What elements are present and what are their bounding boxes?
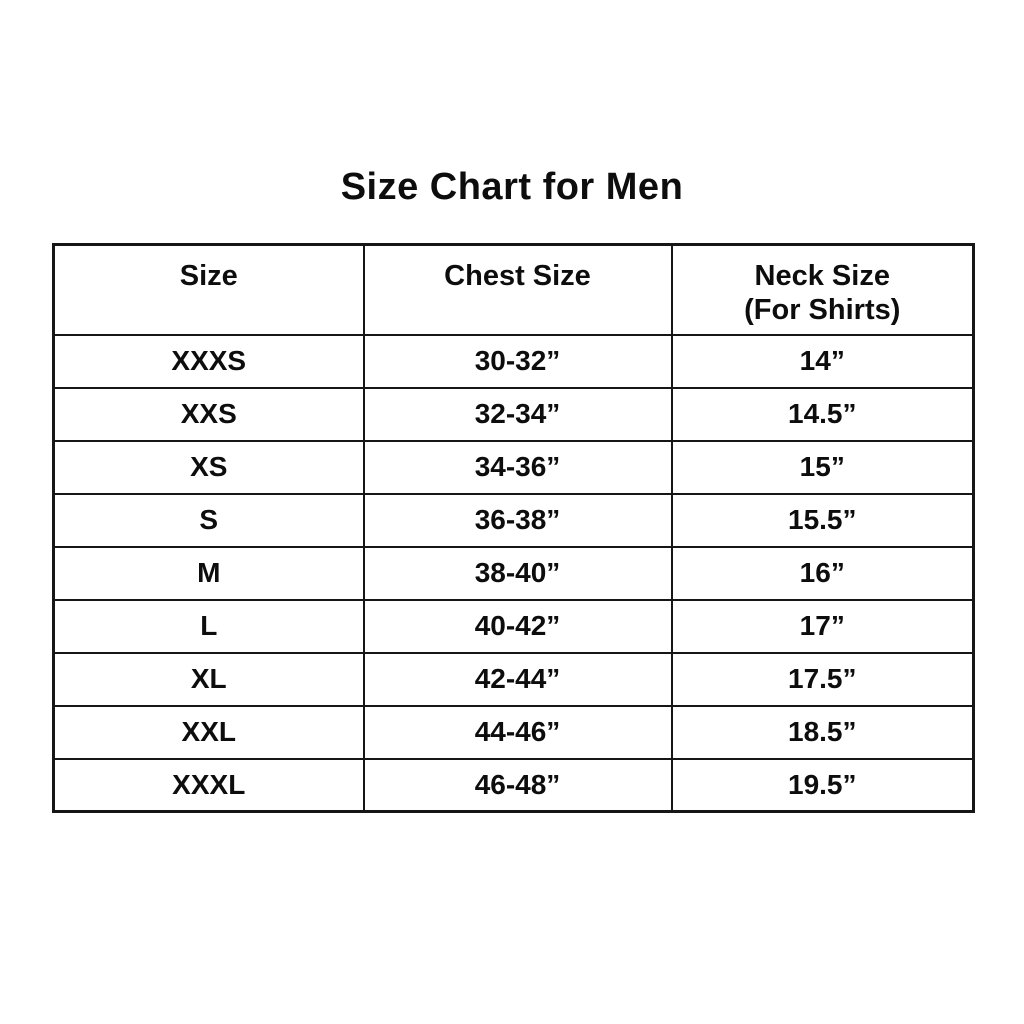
size-cell: XXXL (52, 757, 365, 813)
neck-size-cell: 18.5” (670, 704, 975, 760)
neck-size-cell: 17.5” (670, 651, 975, 707)
neck-size-cell: 15.5” (670, 492, 975, 548)
chest-size-cell: 38-40” (362, 545, 673, 601)
neck-size-cell: 14” (670, 333, 975, 389)
page-title: Size Chart for Men (340, 166, 684, 208)
chest-size-cell: 32-34” (362, 386, 673, 442)
neck-size-cell: 16” (670, 545, 975, 601)
size-cell: XXS (52, 386, 365, 442)
size-cell: XXL (52, 704, 365, 760)
chest-size-cell: 34-36” (362, 439, 673, 495)
table-row: XL 42-44” 17.5” (52, 651, 975, 707)
table-row: XS 34-36” 15” (52, 439, 975, 495)
size-cell: XXXS (52, 333, 365, 389)
chest-size-cell: 44-46” (362, 704, 673, 760)
neck-size-cell: 19.5” (670, 757, 975, 813)
size-cell: XS (52, 439, 365, 495)
column-header-neck-size-line1: Neck Size (754, 260, 890, 292)
size-cell: L (52, 598, 365, 654)
table-header: Size Chest Size Neck Size (For Shirts) (52, 243, 975, 336)
chest-size-cell: 36-38” (362, 492, 673, 548)
table-row: XXL 44-46” 18.5” (52, 704, 975, 760)
header-row: Size Chest Size Neck Size (For Shirts) (52, 243, 975, 336)
neck-size-cell: 15” (670, 439, 975, 495)
chest-size-cell: 42-44” (362, 651, 673, 707)
size-cell: M (52, 545, 365, 601)
table-body: XXXS 30-32” 14” XXS 32-34” 14.5” XS 34-3… (52, 333, 975, 813)
table-row: XXXL 46-48” 19.5” (52, 757, 975, 813)
table-row: L 40-42” 17” (52, 598, 975, 654)
table-row: XXXS 30-32” 14” (52, 333, 975, 389)
table-row: XXS 32-34” 14.5” (52, 386, 975, 442)
size-cell: XL (52, 651, 365, 707)
column-header-neck-size-line2: (For Shirts) (744, 294, 901, 326)
size-chart-table: Size Chest Size Neck Size (For Shirts) X… (52, 243, 975, 813)
size-cell: S (52, 492, 365, 548)
chest-size-cell: 30-32” (362, 333, 673, 389)
neck-size-cell: 14.5” (670, 386, 975, 442)
chest-size-cell: 46-48” (362, 757, 673, 813)
neck-size-cell: 17” (670, 598, 975, 654)
column-header-chest-size: Chest Size (362, 243, 673, 336)
table-row: M 38-40” 16” (52, 545, 975, 601)
column-header-neck-size: Neck Size (For Shirts) (670, 243, 975, 336)
chest-size-cell: 40-42” (362, 598, 673, 654)
table-row: S 36-38” 15.5” (52, 492, 975, 548)
column-header-size: Size (52, 243, 365, 336)
